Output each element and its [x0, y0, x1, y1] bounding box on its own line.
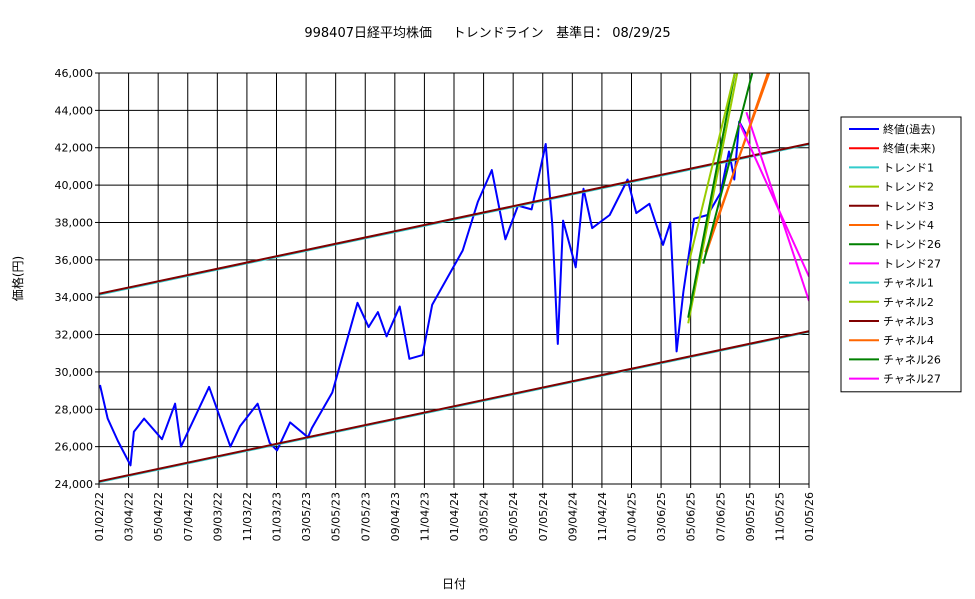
- y-tick-label: 26,000: [55, 441, 94, 454]
- title-date-label: 基準日：: [556, 26, 609, 41]
- legend-label: トレンド1: [883, 161, 934, 174]
- x-tick-label: 09/04/24: [566, 492, 579, 541]
- x-tick-label: 03/05/24: [478, 492, 491, 541]
- x-tick-label: 01/02/22: [93, 492, 106, 541]
- y-axis-ticks: 24,000 26,000 28,000 30,000 32,000 34,000 36,0…: [55, 67, 99, 491]
- x-tick-label: 05/06/25: [685, 492, 698, 541]
- x-tick-label: 03/06/25: [655, 492, 668, 541]
- legend-label: 終値(過去): [883, 122, 936, 136]
- chart-title: 998407日経平均株価 トレンドライン 基準日： 08/29/25: [0, 22, 975, 41]
- x-axis-ticks: 01/02/22 03/04/22 05/04/22 07/04/22 09/03/22…: [93, 484, 816, 541]
- legend-label: トレンド27: [883, 257, 941, 270]
- y-tick-label: 46,000: [55, 67, 94, 80]
- y-tick-label: 42,000: [55, 142, 94, 155]
- y-tick-label: 28,000: [55, 403, 94, 416]
- y-tick-label: 24,000: [55, 478, 94, 491]
- x-tick-label: 05/05/23: [330, 492, 343, 541]
- x-tick-label: 03/05/23: [300, 492, 313, 541]
- x-tick-label: 11/04/23: [418, 492, 431, 541]
- legend-label: トレンド26: [883, 238, 941, 251]
- x-tick-label: 07/05/24: [537, 492, 550, 541]
- x-tick-label: 09/03/22: [211, 492, 224, 541]
- y-tick-label: 36,000: [55, 254, 94, 267]
- x-tick-label: 01/05/26: [803, 492, 816, 541]
- series-line-1: [99, 120, 748, 467]
- x-tick-label: 07/06/25: [714, 492, 727, 541]
- y-tick-label: 40,000: [55, 179, 94, 192]
- legend-label: チャネル4: [883, 334, 934, 347]
- legend-label: 終値(未来): [883, 141, 936, 155]
- title-date: 08/29/25: [612, 26, 671, 41]
- x-tick-label: 11/03/22: [241, 492, 254, 541]
- title-code: 998407日経平均株価: [304, 26, 432, 41]
- grid: [98, 72, 810, 485]
- title-kind: トレンドライン: [452, 26, 544, 41]
- series-line-10: [687, 73, 736, 266]
- y-tick-label: 38,000: [55, 216, 94, 229]
- x-tick-label: 07/04/22: [182, 492, 195, 541]
- series-line-12: [704, 73, 771, 253]
- x-tick-label: 09/05/25: [744, 492, 757, 541]
- x-tick-label: 11/04/24: [596, 492, 609, 541]
- legend-label: チャネル3: [883, 315, 934, 328]
- legend-label: トレンド3: [883, 200, 934, 213]
- x-tick-label: 01/04/24: [448, 492, 461, 541]
- x-tick-label: 01/04/25: [626, 492, 639, 541]
- legend-label: チャネル2: [883, 296, 934, 309]
- series-line-11: [99, 330, 809, 483]
- plot-frame: [98, 72, 810, 485]
- legend-label: トレンド4: [883, 219, 934, 232]
- x-tick-label: 07/05/23: [359, 492, 372, 541]
- y-tick-label: 44,000: [55, 104, 94, 117]
- legend-label: トレンド2: [883, 181, 934, 194]
- y-tick-label: 30,000: [55, 366, 94, 379]
- y-tick-label: 34,000: [55, 291, 94, 304]
- legend: 終値(過去) 終値(未来) トレンド1 トレンド2 トレンド3 トレンド4 トレンド26 トレ…: [840, 116, 962, 393]
- series-line-7: [687, 73, 736, 318]
- x-tick-label: 03/04/22: [123, 492, 136, 541]
- series-line-4: [687, 73, 739, 324]
- legend-label: チャネル1: [883, 277, 934, 290]
- series-lines: [99, 73, 809, 484]
- series-line-13: [702, 73, 754, 264]
- y-axis-label: 価格(円): [10, 256, 25, 301]
- legend-label: チャネル27: [883, 373, 941, 386]
- y-tick-label: 32,000: [55, 329, 94, 342]
- x-tick-label: 01/03/23: [271, 492, 284, 541]
- x-tick-label: 09/04/23: [389, 492, 402, 541]
- x-tick-label: 11/05/25: [773, 492, 786, 541]
- series-line-14: [738, 122, 809, 278]
- x-axis-label: 日付: [442, 577, 466, 591]
- series-line-5: [99, 142, 809, 295]
- legend-box: [840, 116, 962, 393]
- legend-label: チャネル26: [883, 353, 941, 366]
- x-tick-label: 05/05/24: [507, 492, 520, 541]
- x-tick-label: 05/04/22: [152, 492, 165, 541]
